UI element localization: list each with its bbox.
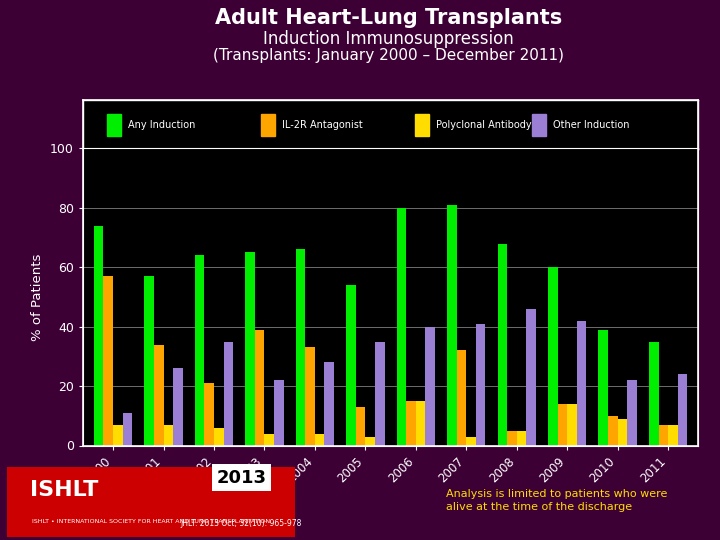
Bar xyxy=(113,424,122,445)
Bar xyxy=(498,244,507,446)
Bar xyxy=(274,380,284,446)
Text: Induction Immunosuppression: Induction Immunosuppression xyxy=(264,30,514,48)
Bar xyxy=(107,114,121,137)
Bar xyxy=(255,329,264,445)
Bar xyxy=(104,276,113,446)
Bar xyxy=(145,276,154,446)
Text: IL-2R Antagonist: IL-2R Antagonist xyxy=(282,120,363,131)
Text: ISHLT • INTERNATIONAL SOCIETY FOR HEART AND LUNG TRANSPLANTATION: ISHLT • INTERNATIONAL SOCIETY FOR HEART … xyxy=(32,519,270,524)
Text: Analysis is limited to patients who were
alive at the time of the discharge: Analysis is limited to patients who were… xyxy=(446,489,667,512)
Bar xyxy=(598,329,608,445)
Bar xyxy=(456,350,467,446)
Bar xyxy=(548,267,557,446)
Bar xyxy=(608,416,618,446)
Bar xyxy=(406,401,416,446)
Bar xyxy=(224,341,233,446)
Bar xyxy=(447,205,456,446)
Bar xyxy=(668,424,678,445)
Text: ISHLT: ISHLT xyxy=(30,480,99,500)
Bar xyxy=(315,434,325,445)
Y-axis label: % of Patients: % of Patients xyxy=(32,253,45,341)
Bar xyxy=(397,208,406,446)
Bar xyxy=(375,341,384,446)
Bar xyxy=(246,252,255,446)
Bar xyxy=(507,431,517,445)
Bar xyxy=(567,404,577,446)
Bar xyxy=(195,255,204,446)
Bar xyxy=(577,321,586,446)
Bar xyxy=(678,374,688,446)
Text: Polyclonal Antibody: Polyclonal Antibody xyxy=(436,120,532,131)
Text: 2013: 2013 xyxy=(216,469,266,487)
Bar xyxy=(415,114,429,137)
Text: Other Induction: Other Induction xyxy=(553,120,629,131)
Bar xyxy=(122,413,132,446)
Text: Any Induction: Any Induction xyxy=(128,120,196,131)
Bar xyxy=(264,434,274,445)
Bar xyxy=(659,424,668,445)
Bar xyxy=(365,436,375,446)
Bar xyxy=(627,380,636,446)
Bar xyxy=(517,431,526,445)
Bar xyxy=(296,249,305,446)
Bar xyxy=(204,383,214,446)
Bar xyxy=(94,226,104,446)
Bar xyxy=(214,428,224,445)
Text: Adult Heart-Lung Transplants: Adult Heart-Lung Transplants xyxy=(215,8,562,28)
Bar xyxy=(649,341,659,446)
Text: JHLT. 2013 Oct; 32(10): 965-978: JHLT. 2013 Oct; 32(10): 965-978 xyxy=(181,519,302,528)
Bar xyxy=(532,114,546,137)
Bar xyxy=(346,285,356,446)
Text: (Transplants: January 2000 – December 2011): (Transplants: January 2000 – December 20… xyxy=(213,48,564,63)
Bar xyxy=(356,407,365,446)
Bar xyxy=(618,419,627,446)
Bar xyxy=(476,323,485,446)
Bar xyxy=(526,309,536,446)
Bar xyxy=(557,404,567,446)
Bar xyxy=(426,327,435,446)
Bar xyxy=(305,348,315,445)
Bar xyxy=(261,114,275,137)
Bar xyxy=(467,436,476,446)
Bar xyxy=(163,424,173,445)
Bar xyxy=(416,401,426,446)
Bar xyxy=(325,362,334,446)
Bar xyxy=(173,368,183,446)
Bar xyxy=(154,345,163,445)
